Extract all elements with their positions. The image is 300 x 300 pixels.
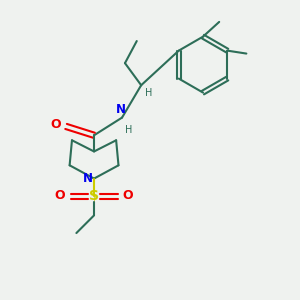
Text: N: N: [116, 103, 126, 116]
Text: O: O: [50, 118, 61, 131]
Text: O: O: [123, 189, 133, 202]
Text: S: S: [89, 189, 99, 203]
Text: O: O: [55, 189, 65, 202]
Text: H: H: [125, 125, 132, 135]
Text: H: H: [145, 88, 152, 98]
Text: N: N: [82, 172, 93, 185]
